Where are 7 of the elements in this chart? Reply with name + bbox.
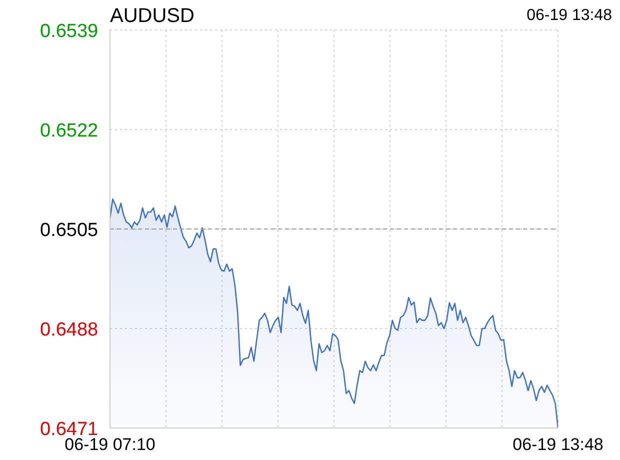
- y-tick-label: 0.6488: [40, 320, 98, 340]
- y-tick-label: 0.6522: [40, 120, 98, 142]
- chart-title: AUDUSD: [110, 5, 194, 28]
- x-tick-label: 06-19 07:10: [64, 435, 156, 454]
- y-tick-label: 0.6505: [40, 220, 98, 241]
- y-tick-label: 0.6539: [40, 21, 98, 42]
- chart-subtitle: 06-19 13:48: [526, 7, 612, 25]
